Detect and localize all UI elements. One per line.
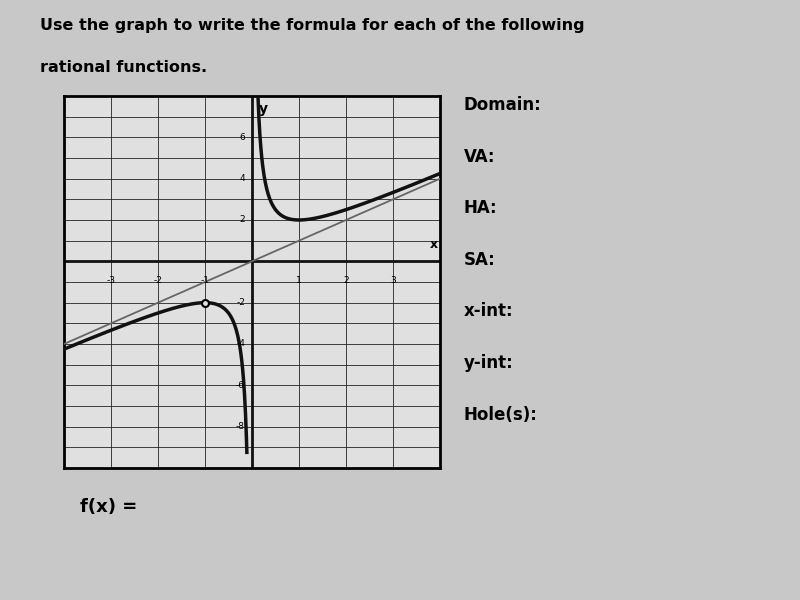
Text: y-int:: y-int: [464, 354, 514, 372]
Text: Domain:: Domain: [464, 96, 542, 114]
Text: -4: -4 [236, 340, 245, 349]
Text: -2: -2 [154, 276, 162, 285]
Text: -8: -8 [236, 422, 245, 431]
Text: -2: -2 [236, 298, 245, 307]
Text: HA:: HA: [464, 199, 498, 217]
Text: -6: -6 [236, 381, 245, 390]
Text: 2: 2 [239, 215, 245, 224]
Text: -1: -1 [201, 276, 210, 285]
Text: 1: 1 [296, 276, 302, 285]
Text: SA:: SA: [464, 251, 496, 269]
Text: -3: -3 [106, 276, 115, 285]
Text: 6: 6 [239, 133, 245, 142]
Text: Use the graph to write the formula for each of the following: Use the graph to write the formula for e… [40, 18, 585, 33]
Text: 4: 4 [239, 174, 245, 183]
Text: rational functions.: rational functions. [40, 60, 207, 75]
Text: x-int:: x-int: [464, 302, 514, 320]
Text: 3: 3 [390, 276, 396, 285]
Text: x: x [430, 238, 438, 251]
Text: VA:: VA: [464, 148, 495, 166]
Text: Hole(s):: Hole(s): [464, 406, 538, 424]
Text: f(x) =: f(x) = [80, 498, 138, 516]
Text: 2: 2 [343, 276, 349, 285]
Text: y: y [259, 102, 268, 116]
